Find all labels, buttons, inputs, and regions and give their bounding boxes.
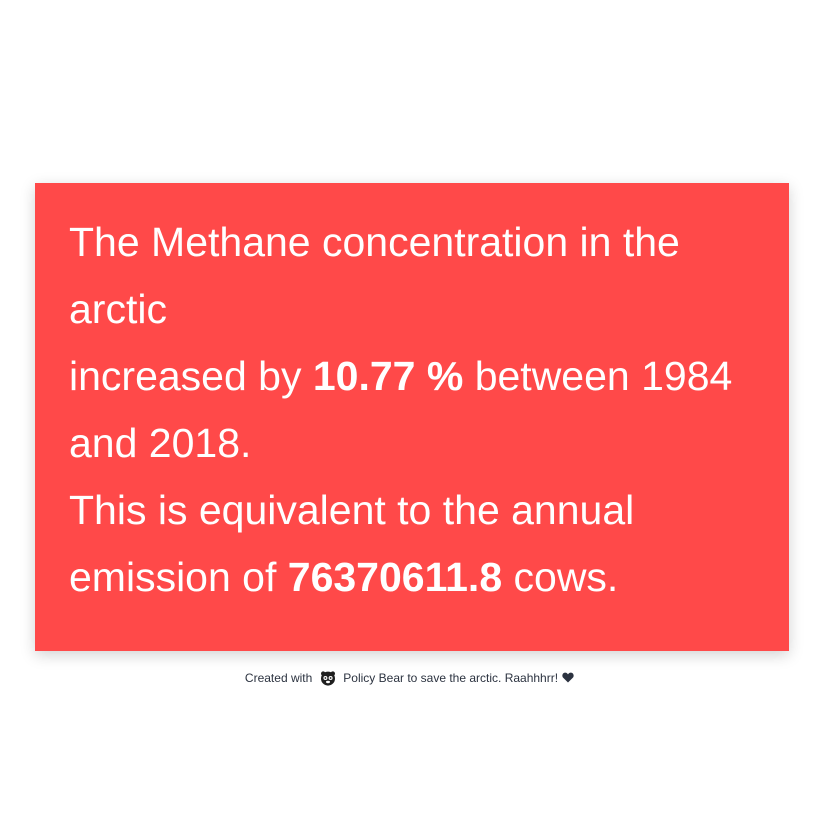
footer: Created with Policy Bear to save the arc…: [0, 668, 819, 689]
cow-equivalent-value: 76370611.8: [287, 554, 503, 600]
footer-created-with: Created with: [244, 671, 313, 685]
fact-line-3-prefix: This is equivalent to the annual emissio…: [69, 487, 635, 600]
fact-line-3-suffix: cows.: [502, 554, 619, 600]
fact-line-2-prefix: increased by: [69, 353, 313, 399]
percent-increase-value: 10.77 %: [312, 353, 464, 399]
heart-icon: [562, 669, 574, 689]
fact-line-2-suffix: between 1984 and 2018.: [69, 353, 733, 466]
policy-bear-logo-icon[interactable]: [320, 670, 336, 686]
fact-text: The Methane concentration in the arctic i…: [69, 209, 755, 611]
footer-text: Policy Bear to save the arctic. Raahhhrr…: [343, 671, 559, 685]
fact-card: The Methane concentration in the arctic i…: [35, 183, 789, 651]
fact-line-1: The Methane concentration in the arctic: [69, 219, 680, 332]
